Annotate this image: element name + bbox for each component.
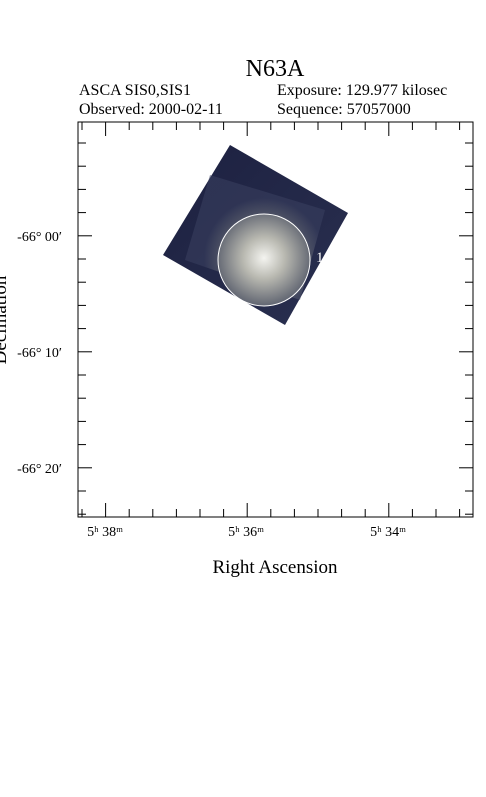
exposure: Exposure: 129.977 kilosec	[277, 82, 447, 99]
observed: Observed: 2000-02-11	[79, 101, 223, 118]
region-label: 1	[316, 250, 324, 266]
y-tick-label: -66° 00′	[17, 230, 62, 245]
region-circle	[217, 213, 311, 307]
x-tick-label: 5ʰ 38ᵐ	[87, 525, 123, 540]
title: N63A	[246, 56, 305, 82]
y-tick-label: -66° 20′	[17, 462, 62, 477]
source-emission	[218, 214, 310, 306]
x-tick-label: 5ʰ 36ᵐ	[228, 525, 264, 540]
ticks	[78, 122, 473, 517]
sequence: Sequence: 57057000	[277, 101, 411, 118]
plot-frame	[77, 121, 474, 518]
x-axis-label: Right Ascension	[212, 557, 338, 578]
y-axis-label: Declination	[0, 275, 11, 364]
y-tick-label: -66° 10′	[17, 346, 62, 361]
x-tick-label: 5ʰ 34ᵐ	[370, 525, 406, 540]
instrument: ASCA SIS0,SIS1	[79, 82, 191, 99]
